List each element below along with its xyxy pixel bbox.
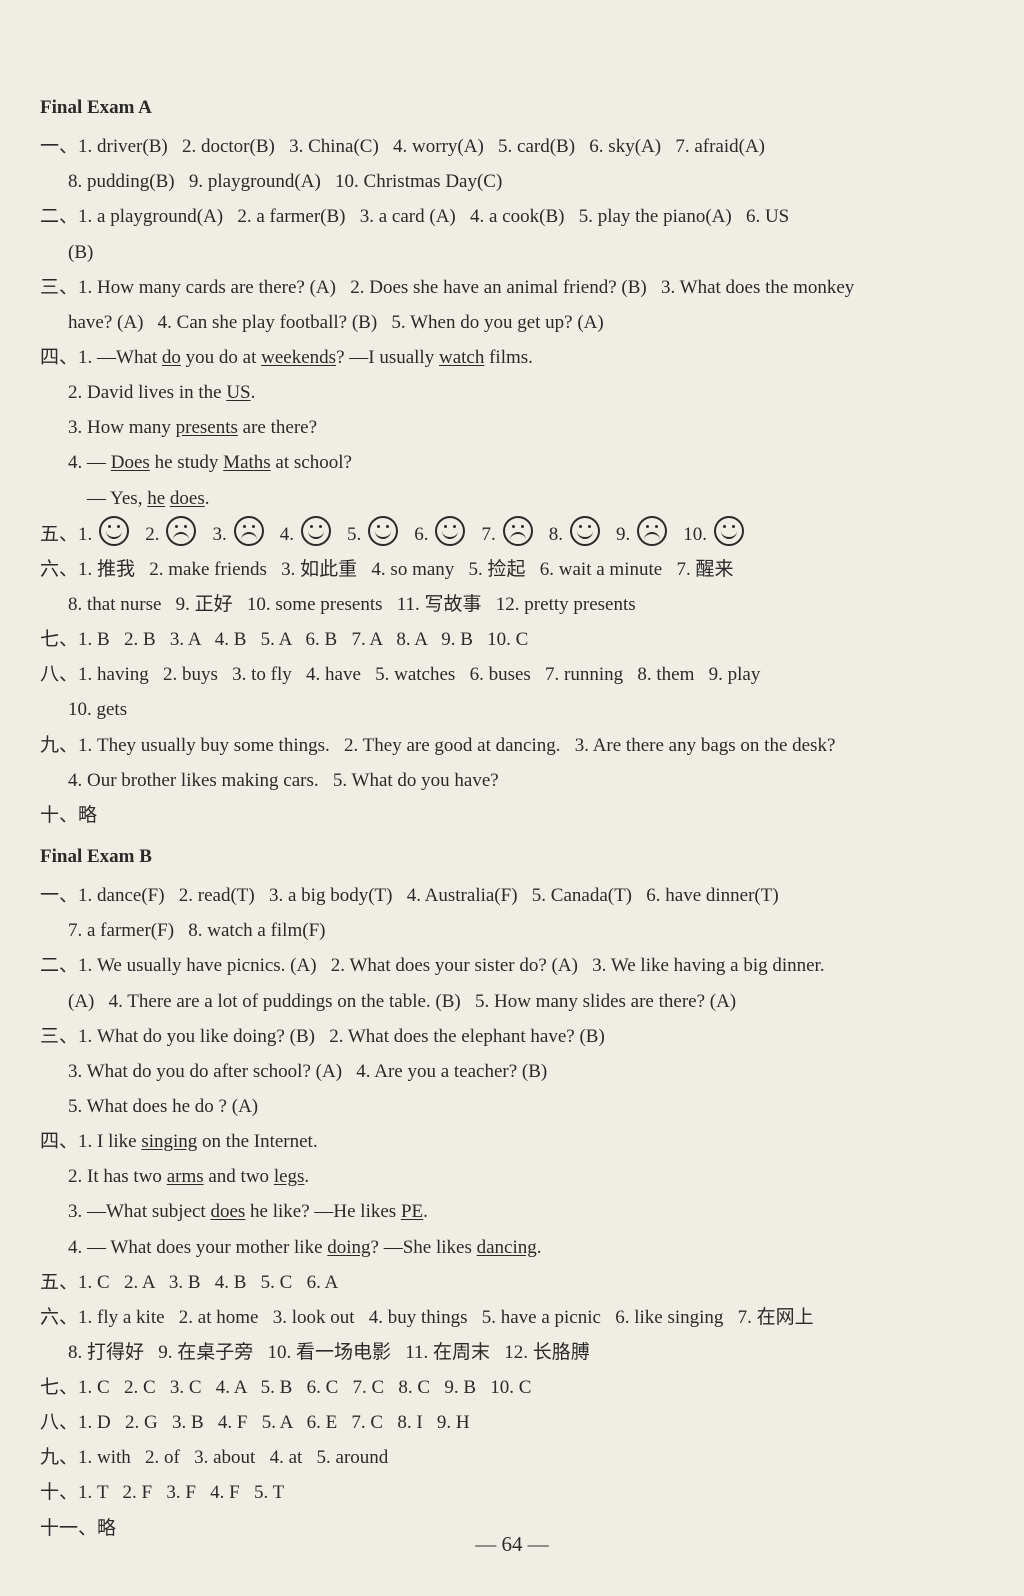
face-number: 4.	[280, 524, 299, 545]
examB-sec6-line1: 六、1. fly a kite 2. at home 3. look out 4…	[40, 1300, 984, 1335]
examB-sec5: 五、1. C 2. A 3. B 4. B 5. C 6. A	[40, 1265, 984, 1300]
examA-sec10: 十、略	[40, 798, 984, 833]
smile-face-icon	[714, 516, 744, 546]
examA-sec4-q2: 2. David lives in the US.	[40, 375, 984, 410]
examB-sec6-line2: 8. 打得好 9. 在桌子旁 10. 看一场电影 11. 在周末 12. 长胳膊	[40, 1335, 984, 1370]
face-number: 7.	[482, 524, 501, 545]
examB-sec4-q2: 2. It has two arms and two legs.	[40, 1159, 984, 1194]
examA-sec8-line1: 八、1. having 2. buys 3. to fly 4. have 5.…	[40, 657, 984, 692]
examB-sec10: 十、1. T 2. F 3. F 4. F 5. T	[40, 1475, 984, 1510]
examB-sec2-line2: (A) 4. There are a lot of puddings on th…	[40, 984, 984, 1019]
examA-sec8-line2: 10. gets	[40, 692, 984, 727]
examA-sec4-q4: 4. — Does he study Maths at school?	[40, 445, 984, 480]
examA-sec4-q3: 3. How many presents are there?	[40, 410, 984, 445]
examB-sec7: 七、1. C 2. C 3. C 4. A 5. B 6. C 7. C 8. …	[40, 1370, 984, 1405]
examB-sec4-q1: 四、1. I like singing on the Internet.	[40, 1124, 984, 1159]
smile-face-icon	[301, 516, 331, 546]
smile-face-icon	[368, 516, 398, 546]
face-number: 10.	[683, 524, 712, 545]
examB-sec9: 九、1. with 2. of 3. about 4. at 5. around	[40, 1440, 984, 1475]
examA-sec1-line2: 8. pudding(B) 9. playground(A) 10. Chris…	[40, 164, 984, 199]
sad-face-icon	[637, 516, 667, 546]
examB-sec2-line1: 二、1. We usually have picnics. (A) 2. Wha…	[40, 948, 984, 983]
examA-sec5: 五、1. 2. 3. 4. 5. 6. 7. 8. 9. 10.	[40, 516, 984, 552]
examB-sec1-line2: 7. a farmer(F) 8. watch a film(F)	[40, 913, 984, 948]
smile-face-icon	[435, 516, 465, 546]
face-number: 1.	[78, 524, 97, 545]
examA-sec4-q4b: — Yes, he does.	[40, 481, 984, 516]
smile-face-icon	[570, 516, 600, 546]
examB-sec3-line2: 3. What do you do after school? (A) 4. A…	[40, 1054, 984, 1089]
sad-face-icon	[503, 516, 533, 546]
examB-sec1-line1: 一、1. dance(F) 2. read(T) 3. a big body(T…	[40, 878, 984, 913]
face-number: 8.	[549, 524, 568, 545]
smile-face-icon	[99, 516, 129, 546]
examB-sec4-q3: 3. —What subject does he like? —He likes…	[40, 1194, 984, 1229]
examA-sec1-line1: 一、1. driver(B) 2. doctor(B) 3. China(C) …	[40, 129, 984, 164]
examA-sec6-line1: 六、1. 推我 2. make friends 3. 如此重 4. so man…	[40, 552, 984, 587]
examA-sec6-line2: 8. that nurse 9. 正好 10. some presents 11…	[40, 587, 984, 622]
face-number: 2.	[145, 524, 164, 545]
sad-face-icon	[166, 516, 196, 546]
examA-sec3-line2: have? (A) 4. Can she play football? (B) …	[40, 305, 984, 340]
sad-face-icon	[234, 516, 264, 546]
examB-sec3-line1: 三、1. What do you like doing? (B) 2. What…	[40, 1019, 984, 1054]
face-number: 9.	[616, 524, 635, 545]
face-number: 3.	[213, 524, 232, 545]
page-number: — 64 —	[0, 1525, 1024, 1564]
examA-title: Final Exam A	[40, 90, 984, 125]
examA-sec7: 七、1. B 2. B 3. A 4. B 5. A 6. B 7. A 8. …	[40, 622, 984, 657]
examA-sec9-line1: 九、1. They usually buy some things. 2. Th…	[40, 728, 984, 763]
examB-sec3-line3: 5. What does he do ? (A)	[40, 1089, 984, 1124]
examA-sec3-line1: 三、1. How many cards are there? (A) 2. Do…	[40, 270, 984, 305]
examB-title: Final Exam B	[40, 839, 984, 874]
examB-sec4-q4: 4. — What does your mother like doing? —…	[40, 1230, 984, 1265]
examA-sec4-q1: 四、1. —What do you do at weekends? —I usu…	[40, 340, 984, 375]
examB-sec8: 八、1. D 2. G 3. B 4. F 5. A 6. E 7. C 8. …	[40, 1405, 984, 1440]
examA-sec9-line2: 4. Our brother likes making cars. 5. Wha…	[40, 763, 984, 798]
page: Final Exam A 一、1. driver(B) 2. doctor(B)…	[0, 0, 1024, 1596]
examA-sec2-line1: 二、1. a playground(A) 2. a farmer(B) 3. a…	[40, 199, 984, 234]
face-number: 6.	[414, 524, 433, 545]
examA-sec2-line2: (B)	[40, 235, 984, 270]
face-number: 5.	[347, 524, 366, 545]
